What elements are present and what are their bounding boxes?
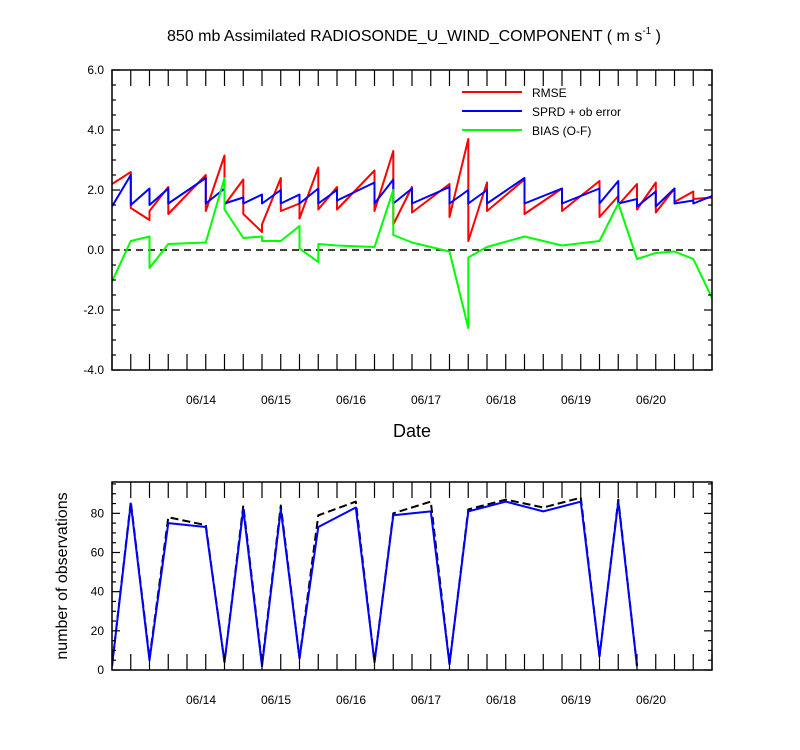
series-line-bias-o-f [112,177,712,329]
y-tick-label: 40 [91,585,105,599]
y-tick-label: 2.0 [87,183,104,197]
series-line-sprd-ob-error [112,174,712,208]
series-line-assimilated [112,500,638,668]
legend-entry: SPRD + ob error [532,105,621,119]
x-date-label: 06/19 [561,393,591,407]
x-date-label: 06/20 [636,393,666,407]
title-superscript: -1 [642,26,651,37]
top-plot: -4.0 -2.0 0.0 2.0 4.0 6.0 06/14 06/15 06/16 06/17… [83,63,713,441]
bottom-axis-ticks: 0 20 40 60 80 06/14 06/15 06/16 06/17 06/18 06/19 0… [91,482,713,707]
x-date-label: 06/18 [486,393,516,407]
bottom-plot: 0 20 40 60 80 06/14 06/15 06/16 06/17 06/18 06/19 0… [54,481,713,707]
x-date-label: 06/14 [186,393,216,407]
y-tick-label: 60 [91,546,105,560]
x-date-label: 06/14 [186,693,216,707]
bottom-y-axis-label: number of observations [54,492,71,659]
x-date-label: 06/17 [411,693,441,707]
legend-entry: BIAS (O-F) [532,124,591,138]
y-tick-label: 20 [91,624,105,638]
x-date-label: 06/15 [261,393,291,407]
y-tick-label: 4.0 [87,123,104,137]
x-date-label: 06/16 [336,393,366,407]
y-tick-label: 80 [91,506,105,520]
bottom-plot-frame [111,481,713,671]
x-date-label: 06/17 [411,393,441,407]
bottom-series-group [112,496,638,668]
top-axis-ticks: -4.0 -2.0 0.0 2.0 4.0 6.0 06/14 06/15 06/16 06/17… [83,63,713,407]
top-plot-frame [111,69,713,371]
top-series-group [112,138,712,329]
x-date-label: 06/15 [261,693,291,707]
title-suffix: ) [651,28,661,45]
y-tick-label: -2.0 [83,303,104,317]
series-line-possible [112,496,638,667]
chart-title: 850 mb Assimilated RADIOSONDE_U_WIND_COM… [167,26,661,45]
x-date-label: 06/19 [561,693,591,707]
top-x-axis-label: Date [393,421,431,441]
legend-entry: RMSE [532,86,567,100]
x-date-label: 06/16 [336,693,366,707]
x-date-label: 06/20 [636,693,666,707]
y-tick-label: 0.0 [87,243,104,257]
y-tick-label: 6.0 [87,63,104,77]
y-tick-label: -4.0 [83,363,104,377]
y-tick-label: 0 [97,663,104,677]
top-legend: RMSE SPRD + ob error BIAS (O-F) [462,86,621,138]
x-date-label: 06/18 [486,693,516,707]
